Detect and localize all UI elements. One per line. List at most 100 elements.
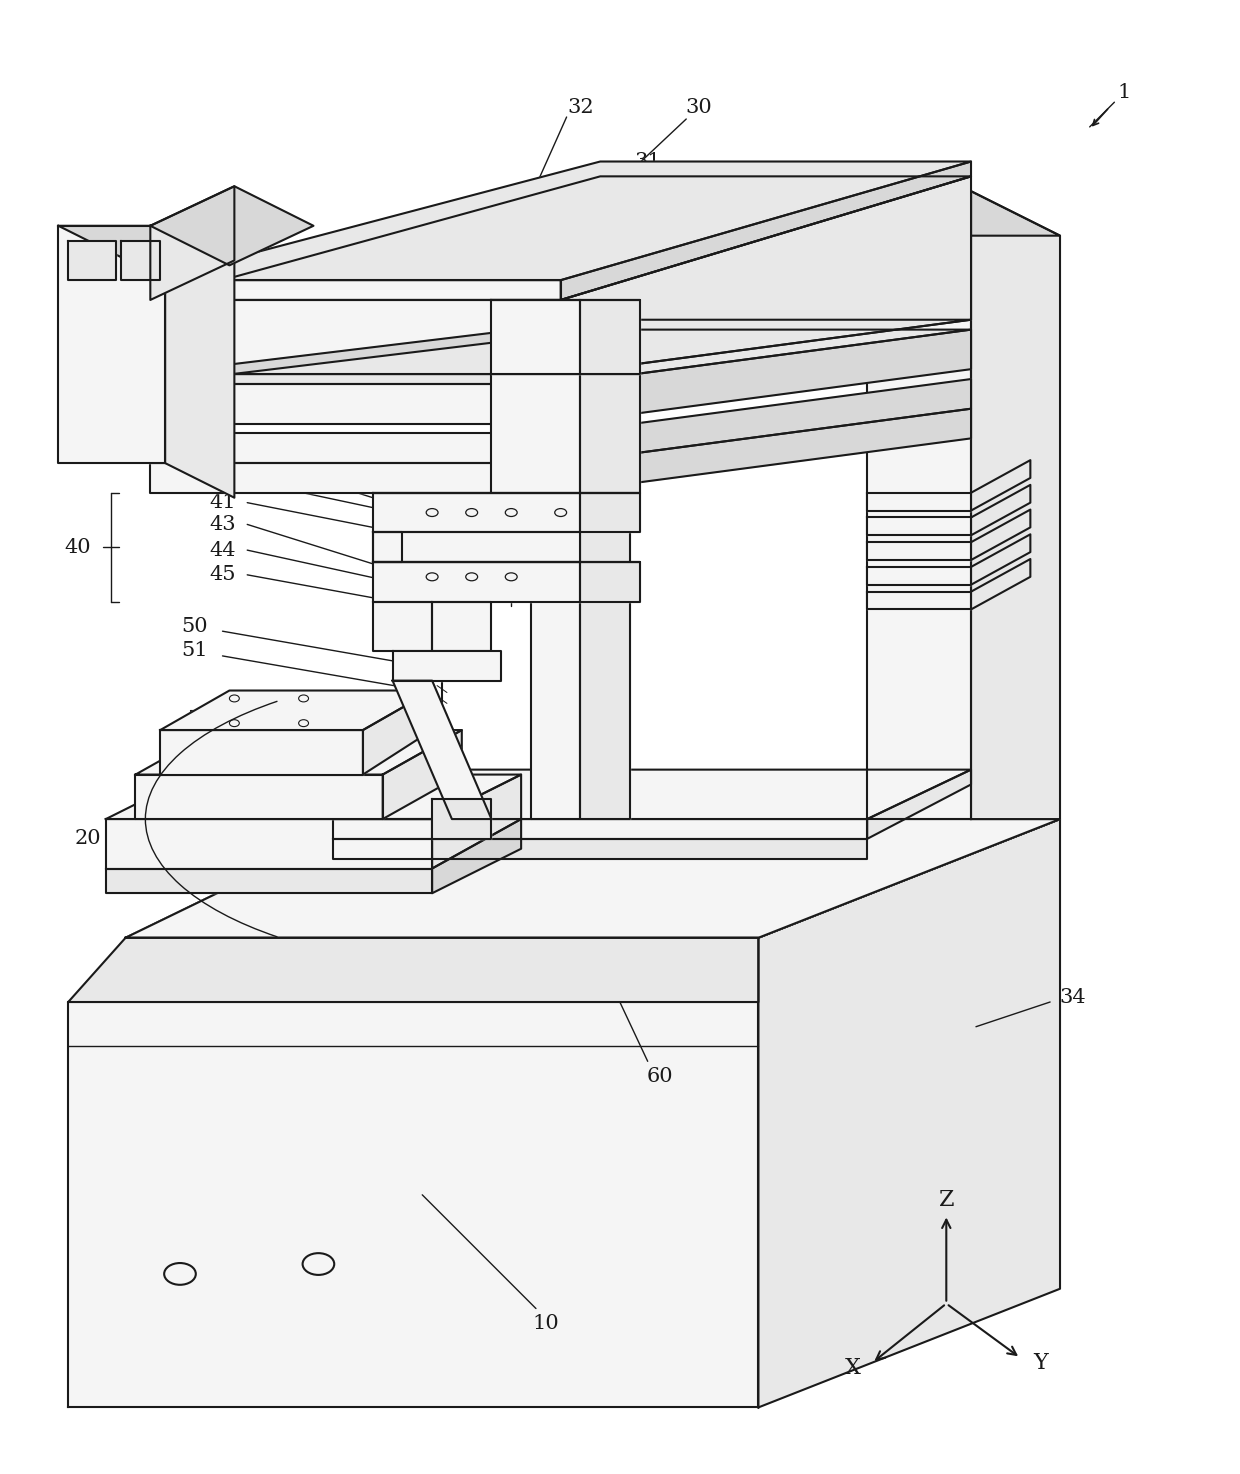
Polygon shape bbox=[580, 562, 640, 601]
Text: Z: Z bbox=[939, 1188, 954, 1210]
Polygon shape bbox=[150, 330, 971, 385]
Text: 34: 34 bbox=[1059, 988, 1086, 1007]
Polygon shape bbox=[105, 868, 432, 893]
Ellipse shape bbox=[505, 573, 517, 581]
Polygon shape bbox=[373, 532, 403, 562]
Polygon shape bbox=[580, 299, 640, 374]
Polygon shape bbox=[150, 186, 234, 299]
Polygon shape bbox=[165, 226, 234, 498]
Polygon shape bbox=[867, 517, 971, 535]
Polygon shape bbox=[373, 532, 580, 562]
Polygon shape bbox=[373, 562, 580, 601]
Polygon shape bbox=[867, 769, 971, 839]
Polygon shape bbox=[580, 492, 640, 532]
Ellipse shape bbox=[505, 509, 517, 516]
Polygon shape bbox=[971, 460, 1030, 510]
Polygon shape bbox=[68, 937, 759, 1002]
Polygon shape bbox=[58, 226, 234, 261]
Polygon shape bbox=[125, 820, 1060, 937]
Polygon shape bbox=[560, 177, 971, 374]
Text: 41: 41 bbox=[210, 494, 236, 511]
Polygon shape bbox=[867, 192, 971, 820]
Polygon shape bbox=[971, 510, 1030, 560]
Text: 31: 31 bbox=[635, 152, 661, 171]
Polygon shape bbox=[971, 534, 1030, 585]
Polygon shape bbox=[560, 162, 971, 299]
Text: 40: 40 bbox=[64, 538, 92, 557]
Text: 43: 43 bbox=[210, 514, 236, 534]
Polygon shape bbox=[560, 408, 971, 492]
Polygon shape bbox=[150, 299, 560, 374]
Polygon shape bbox=[971, 559, 1030, 609]
Polygon shape bbox=[334, 839, 867, 859]
Ellipse shape bbox=[554, 509, 567, 516]
Text: 50: 50 bbox=[181, 616, 208, 635]
Text: Y: Y bbox=[1033, 1352, 1048, 1374]
Text: 34: 34 bbox=[285, 345, 312, 364]
Polygon shape bbox=[160, 690, 432, 730]
Polygon shape bbox=[150, 162, 971, 280]
Polygon shape bbox=[432, 820, 521, 893]
Polygon shape bbox=[68, 240, 115, 280]
Polygon shape bbox=[150, 385, 560, 423]
Polygon shape bbox=[867, 492, 971, 510]
Polygon shape bbox=[491, 299, 580, 374]
Polygon shape bbox=[150, 280, 560, 299]
Polygon shape bbox=[971, 192, 1060, 820]
Polygon shape bbox=[867, 591, 971, 609]
Polygon shape bbox=[867, 192, 1060, 236]
Polygon shape bbox=[334, 769, 971, 820]
Polygon shape bbox=[363, 690, 432, 774]
Text: X: X bbox=[844, 1358, 861, 1378]
Polygon shape bbox=[580, 492, 630, 820]
Polygon shape bbox=[373, 601, 432, 652]
Text: 51: 51 bbox=[181, 641, 208, 660]
Polygon shape bbox=[150, 186, 314, 265]
Text: 30: 30 bbox=[686, 97, 713, 116]
Polygon shape bbox=[393, 681, 491, 820]
Polygon shape bbox=[971, 485, 1030, 535]
Ellipse shape bbox=[427, 509, 438, 516]
Polygon shape bbox=[432, 799, 491, 839]
Ellipse shape bbox=[427, 573, 438, 581]
Polygon shape bbox=[383, 730, 461, 820]
Text: 60: 60 bbox=[646, 1067, 673, 1086]
Polygon shape bbox=[135, 774, 383, 820]
Text: 1: 1 bbox=[1117, 83, 1131, 102]
Polygon shape bbox=[150, 463, 560, 492]
Text: 42: 42 bbox=[210, 448, 236, 467]
Text: 46: 46 bbox=[210, 472, 236, 491]
Polygon shape bbox=[105, 820, 432, 868]
Polygon shape bbox=[105, 774, 521, 820]
Polygon shape bbox=[580, 374, 640, 492]
Polygon shape bbox=[150, 433, 560, 463]
Polygon shape bbox=[432, 774, 521, 868]
Polygon shape bbox=[560, 330, 971, 423]
Polygon shape bbox=[125, 820, 1060, 937]
Polygon shape bbox=[531, 492, 580, 820]
Polygon shape bbox=[160, 730, 363, 774]
Polygon shape bbox=[867, 542, 971, 560]
Polygon shape bbox=[150, 320, 971, 374]
Polygon shape bbox=[560, 379, 971, 463]
Polygon shape bbox=[393, 652, 501, 681]
Text: 22: 22 bbox=[170, 731, 196, 749]
Polygon shape bbox=[68, 1002, 759, 1408]
Polygon shape bbox=[432, 601, 491, 652]
Polygon shape bbox=[491, 374, 580, 492]
Text: 20: 20 bbox=[74, 830, 102, 849]
Polygon shape bbox=[373, 492, 580, 532]
Text: 33: 33 bbox=[701, 177, 728, 196]
Polygon shape bbox=[150, 177, 971, 299]
Polygon shape bbox=[58, 226, 165, 463]
Polygon shape bbox=[135, 730, 461, 774]
Text: 45: 45 bbox=[210, 566, 236, 584]
Text: 10: 10 bbox=[532, 1313, 559, 1332]
Polygon shape bbox=[759, 820, 1060, 1408]
Text: 32: 32 bbox=[567, 97, 594, 116]
Ellipse shape bbox=[466, 573, 477, 581]
Polygon shape bbox=[120, 240, 160, 280]
Text: 44: 44 bbox=[210, 541, 236, 560]
Polygon shape bbox=[334, 820, 867, 839]
Ellipse shape bbox=[466, 509, 477, 516]
